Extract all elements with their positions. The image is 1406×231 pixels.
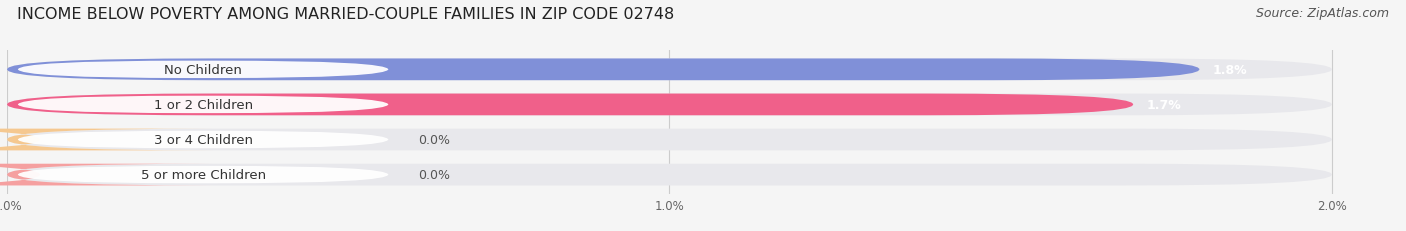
FancyBboxPatch shape — [18, 61, 388, 79]
FancyBboxPatch shape — [18, 166, 388, 183]
Text: 0.0%: 0.0% — [418, 168, 450, 181]
FancyBboxPatch shape — [0, 129, 212, 151]
Text: INCOME BELOW POVERTY AMONG MARRIED-COUPLE FAMILIES IN ZIP CODE 02748: INCOME BELOW POVERTY AMONG MARRIED-COUPL… — [17, 7, 673, 22]
Text: No Children: No Children — [165, 64, 242, 76]
FancyBboxPatch shape — [18, 131, 388, 149]
FancyBboxPatch shape — [7, 164, 1331, 186]
Text: 0.0%: 0.0% — [418, 134, 450, 146]
Text: 1.8%: 1.8% — [1213, 64, 1247, 76]
FancyBboxPatch shape — [7, 59, 1199, 81]
FancyBboxPatch shape — [7, 94, 1133, 116]
FancyBboxPatch shape — [18, 96, 388, 114]
Text: 3 or 4 Children: 3 or 4 Children — [153, 134, 253, 146]
Text: 1.7%: 1.7% — [1146, 98, 1181, 111]
Text: Source: ZipAtlas.com: Source: ZipAtlas.com — [1256, 7, 1389, 20]
FancyBboxPatch shape — [7, 59, 1331, 81]
FancyBboxPatch shape — [7, 94, 1331, 116]
Text: 1 or 2 Children: 1 or 2 Children — [153, 98, 253, 111]
FancyBboxPatch shape — [0, 164, 212, 186]
Text: 5 or more Children: 5 or more Children — [141, 168, 266, 181]
FancyBboxPatch shape — [7, 129, 1331, 151]
